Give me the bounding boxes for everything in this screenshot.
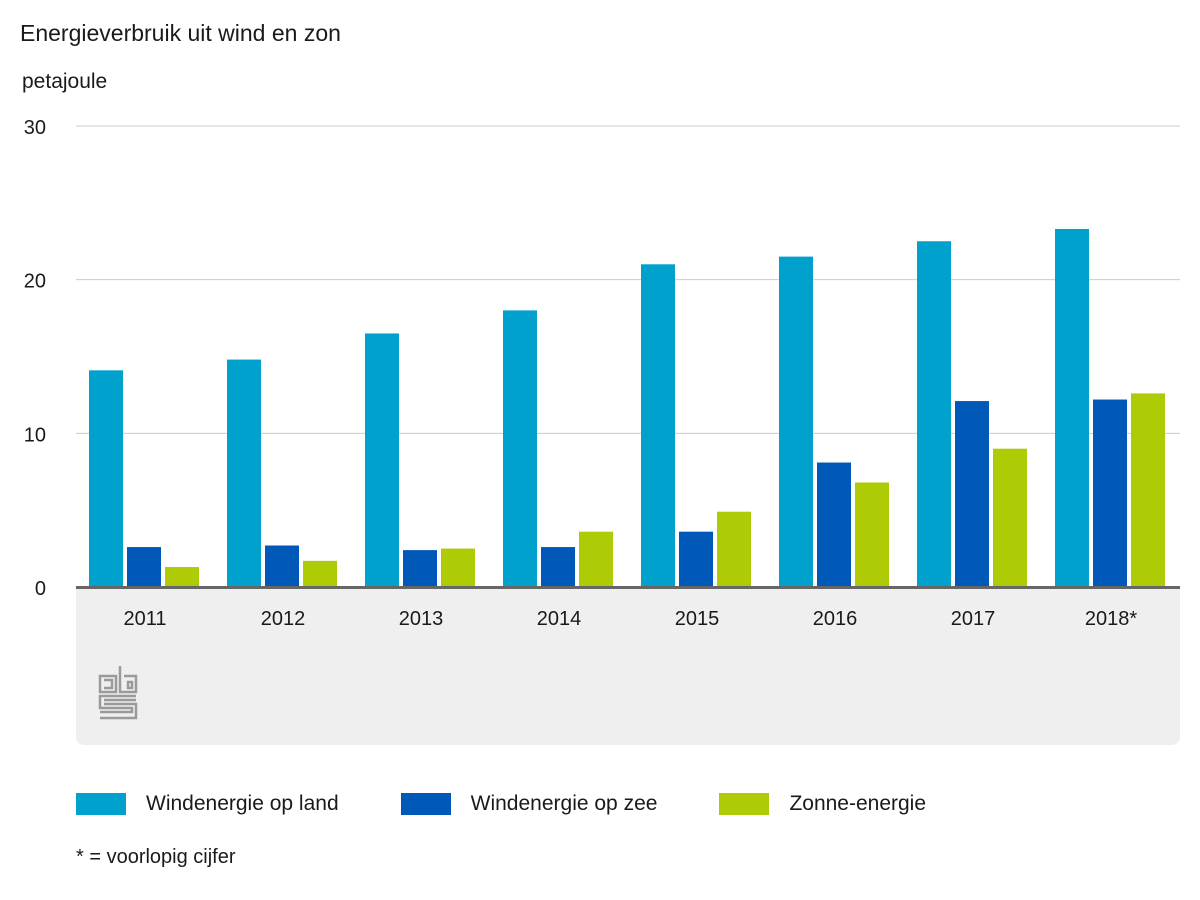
bar-windenergie-op-land-2012 [227,359,261,587]
chart-title: Energieverbruik uit wind en zon [20,20,341,46]
x-tick-label: 2013 [399,608,444,630]
bar-windenergie-op-zee-2012 [265,545,299,587]
legend-item-zonne-energie: Zonne-energie [719,792,926,816]
y-tick-label: 10 [24,424,46,446]
legend-item-windenergie-op-land: Windenergie op land [76,792,339,816]
bar-zonne-energie-2016 [855,482,889,587]
x-tick-label: 2012 [261,608,306,630]
bar-windenergie-op-land-2011 [89,370,123,587]
bar-zonne-energie-2013 [441,548,475,587]
footnote: * = voorlopig cijfer [76,846,236,868]
bar-zonne-energie-2011 [165,567,199,587]
bar-windenergie-op-zee-2016 [817,462,851,587]
y-tick-label: 20 [24,271,46,293]
bar-zonne-energie-2017 [993,448,1027,587]
bar-windenergie-op-land-2013 [365,333,399,587]
bar-windenergie-op-land-2014 [503,310,537,587]
y-tick-label: 0 [35,578,46,600]
bar-windenergie-op-land-2017 [917,241,951,587]
y-axis-ticks: 0 10 20 30 [24,117,46,600]
bar-windenergie-op-zee-2015 [679,531,713,587]
bar-windenergie-op-land-2018 [1055,228,1089,587]
legend-label: Zonne-energie [789,792,927,815]
x-tick-label: 2018* [1085,608,1137,630]
legend-swatch [400,793,451,815]
bar-zonne-energie-2012 [303,560,337,587]
x-tick-label: 2015 [675,608,720,630]
y-tick-label: 30 [24,117,46,139]
x-tick-label: 2016 [813,608,858,630]
legend-swatch [719,793,770,815]
bar-zonne-energie-2018 [1131,393,1165,587]
x-axis-panel [76,588,1180,745]
legend-label: Windenergie op zee [470,792,658,815]
bar-windenergie-op-zee-2011 [127,547,161,587]
x-tick-label: 2014 [537,608,582,630]
bar-zonne-energie-2014 [579,531,613,587]
x-axis-panel-top-fill [76,588,1180,600]
legend-item-windenergie-op-zee: Windenergie op zee [400,792,658,816]
bar-windenergie-op-zee-2013 [403,550,437,587]
bar-windenergie-op-zee-2017 [955,401,989,587]
legend: Windenergie op land Windenergie op zee Z… [76,792,988,816]
legend-swatch [76,793,126,815]
x-tick-label: 2011 [123,608,166,630]
bar-windenergie-op-land-2016 [779,256,813,587]
bar-windenergie-op-zee-2018 [1093,399,1127,587]
x-tick-label: 2017 [951,608,996,630]
bar-zonne-energie-2015 [717,511,751,587]
legend-label: Windenergie op land [146,792,339,815]
bar-windenergie-op-land-2015 [641,264,675,587]
y-axis-unit-label: petajoule [22,70,108,93]
x-axis-ticks: 2011 2012 2013 2014 2015 2016 2017 2018* [123,608,1137,630]
bar-windenergie-op-zee-2014 [541,547,575,587]
bars [89,228,1165,587]
cbs-logo-icon [98,666,138,720]
